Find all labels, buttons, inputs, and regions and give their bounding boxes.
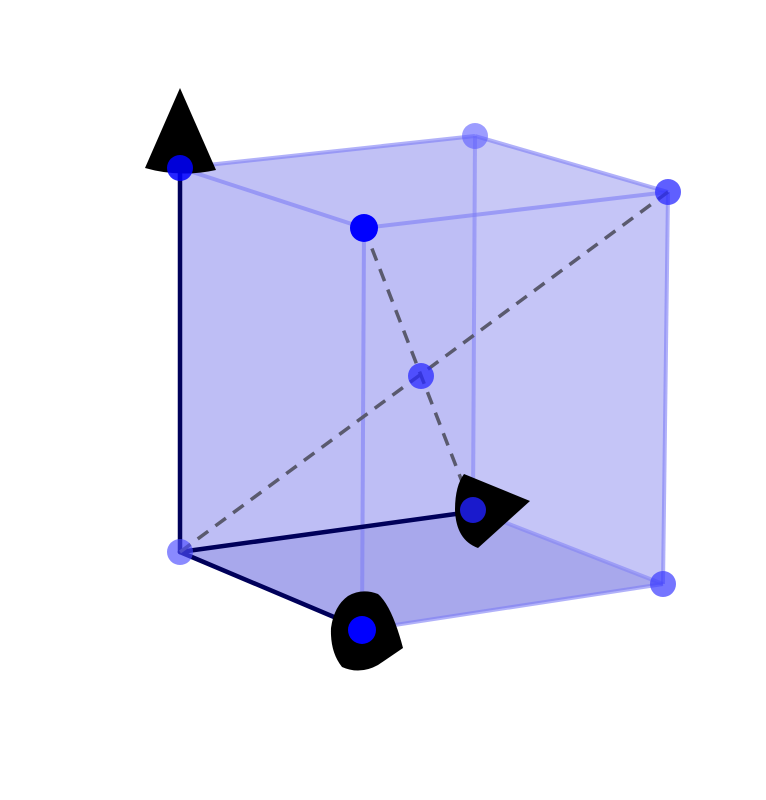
- face-left: [180, 136, 475, 552]
- vertex-dot: [348, 616, 376, 644]
- vertex-dot: [460, 497, 486, 523]
- axis-x: [177, 549, 363, 631]
- axes: [177, 157, 473, 631]
- back-faces: [180, 136, 668, 630]
- edge-bottom-front: [361, 582, 664, 632]
- center-dot: [408, 363, 434, 389]
- cone-arrowhead-icon: [455, 474, 530, 548]
- vertex-dot: [650, 571, 676, 597]
- cone-arrowhead-icon: [145, 88, 216, 174]
- diagonals: [178, 190, 670, 554]
- vertex-dot: [655, 179, 681, 205]
- face-front-right: [362, 192, 668, 630]
- face-back: [473, 136, 668, 584]
- vertex-dot: [350, 214, 378, 242]
- edge-front-vertical: [360, 227, 366, 631]
- face-bottom: [180, 510, 663, 630]
- edge-top-front-right: [363, 190, 669, 230]
- vertex-dot: [167, 539, 193, 565]
- vertices: [167, 123, 681, 644]
- edge-top-right: [474, 134, 669, 194]
- edge-top-left: [179, 134, 476, 170]
- axis-y: [177, 509, 473, 555]
- vertex-dot: [167, 155, 193, 181]
- edge-top-front: [179, 166, 365, 230]
- vertex-dot: [462, 123, 488, 149]
- edge-right-vertical: [661, 191, 670, 585]
- edge-back-vertical: [471, 135, 477, 511]
- front-edges: [179, 134, 670, 632]
- face-front-left: [180, 168, 364, 630]
- diagonal-secondary: [362, 227, 475, 511]
